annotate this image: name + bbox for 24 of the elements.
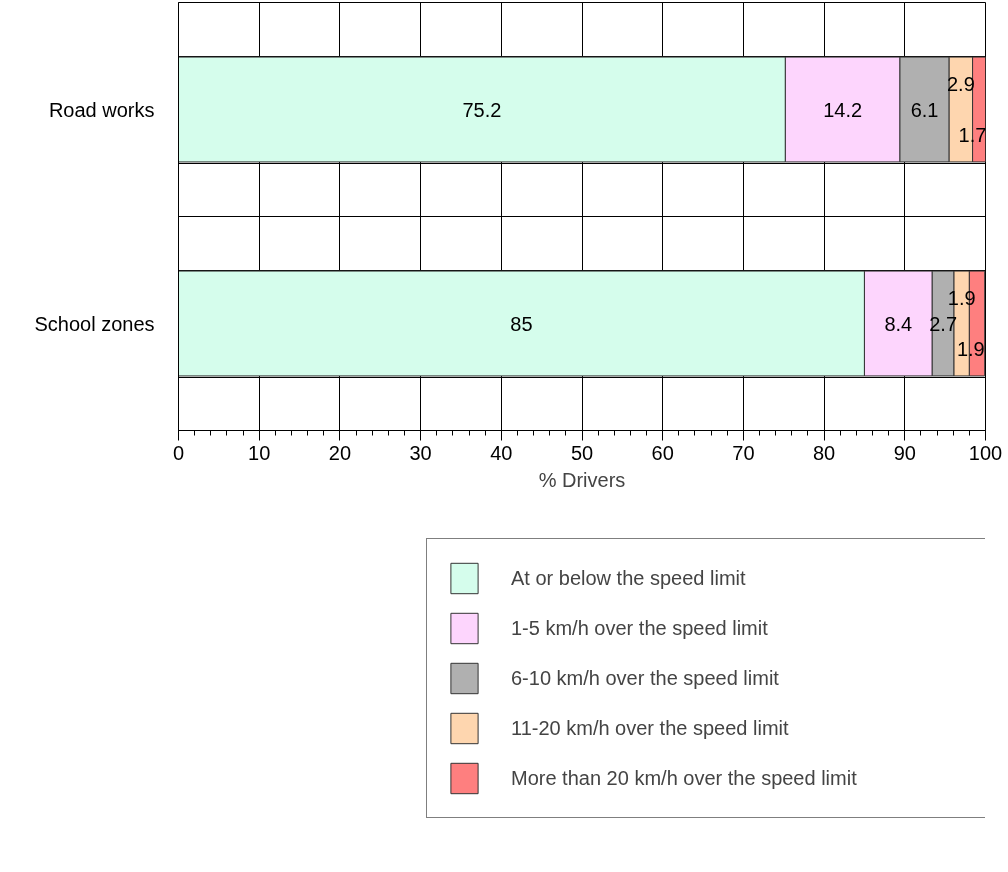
legend-label: 11-20 km/h over the speed limit bbox=[511, 716, 790, 740]
legend-label: 6-10 km/h over the speed limit bbox=[511, 666, 780, 690]
data-label: 75.2 bbox=[462, 98, 502, 121]
x-tick-label: 70 bbox=[732, 441, 755, 464]
data-label: 6.1 bbox=[910, 98, 939, 121]
x-tick-label: 10 bbox=[248, 441, 271, 464]
data-label: 85 bbox=[510, 312, 533, 335]
legend-label: More than 20 km/h over the speed limit bbox=[511, 766, 858, 790]
x-axis-title: % Drivers bbox=[538, 468, 626, 491]
y-tick-label: Road works bbox=[48, 98, 155, 121]
x-tick-label: 100 bbox=[968, 441, 1003, 464]
x-tick-label: 20 bbox=[328, 441, 352, 464]
x-tick-label: 60 bbox=[651, 441, 674, 464]
legend-label: 1-5 km/h over the speed limit bbox=[511, 616, 769, 640]
x-tick-label: 0 bbox=[172, 441, 185, 464]
y-tick-label: School zones bbox=[34, 312, 155, 335]
data-label: 8.4 bbox=[884, 312, 913, 335]
x-tick-label: 40 bbox=[490, 441, 513, 464]
legend-label: At or below the speed limit bbox=[511, 566, 747, 590]
x-tick-label: 50 bbox=[570, 441, 594, 464]
x-tick-label: 80 bbox=[812, 441, 836, 464]
x-tick-label: 90 bbox=[893, 441, 916, 464]
data-label: 14.2 bbox=[823, 98, 863, 121]
x-tick-label: 30 bbox=[409, 441, 432, 464]
